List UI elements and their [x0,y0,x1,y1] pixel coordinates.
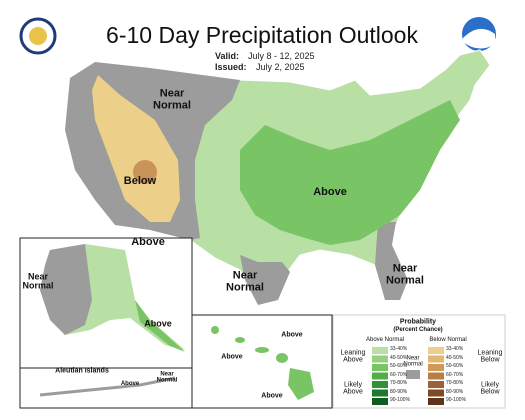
above-range: 80-90% [390,388,408,395]
kauai [211,326,219,334]
likely-above: Likely Above [343,381,363,396]
noaa-wave [463,28,495,49]
below-range: 40-50% [446,354,464,361]
above-swatch [372,364,388,371]
alaska-near-normal [40,244,92,335]
alaska-label: Above [144,318,172,329]
below-swatch [428,355,444,363]
below-range: 70-80% [446,380,464,386]
aleutian-chain [39,376,176,397]
above-range: 70-80% [390,380,408,386]
below-range: 60-70% [446,371,464,378]
leaning-below: Leaning Below [477,349,503,364]
below-range: 33-40% [446,346,464,352]
valid-label: Valid: [215,51,240,61]
map-label: Near Normal [226,269,264,293]
issued-label: Issued: [215,62,247,72]
hawaii-label: Above [221,353,243,361]
hawaii-islands [211,326,314,400]
above-header: Above Normal [365,336,405,343]
maui [276,353,288,363]
below-core [133,160,157,184]
below-swatch [428,364,444,371]
above-range: 40-50% [390,354,408,361]
alaska-label: Near Normal [22,271,54,291]
above-swatch [372,398,388,405]
below-swatch [428,347,444,354]
map-label: Above [313,186,347,199]
alaska-panhandle [135,300,185,352]
above-swatch [372,347,388,354]
map-label: Below [123,175,157,188]
florida-near-normal [375,222,408,300]
aleutian-label: Near Normal [156,371,178,384]
issued: July 2, 2025 [256,62,305,72]
likely-below: Likely Below [480,381,500,396]
valid: July 8 - 12, 2025 [248,51,315,61]
hawaii-label: Above [281,331,303,339]
above-range: 90-100% [390,397,411,403]
near-normal-swatch [406,370,420,379]
hawaii-label: Above [261,392,283,400]
leaning-above: Leaning Above [340,349,366,364]
below-range: 50-60% [446,363,464,369]
below-range: 90-100% [446,397,467,403]
doc-seal-center [29,27,47,45]
above-swatch [372,372,388,380]
legend-swatches [372,347,444,405]
map-label: Near Normal [153,87,191,111]
oahu [235,337,245,343]
below-range: 80-90% [446,388,464,395]
aleutian-inset [19,367,193,409]
above-range: 50-60% [390,363,408,369]
below-swatch [428,389,444,397]
above-range: 60-70% [390,371,408,378]
below-header: Below Normal [429,336,467,343]
below-swatch [428,372,444,380]
below-swatch [428,381,444,388]
texas-near-normal [240,255,290,305]
above-swatch [372,389,388,397]
aleutian-title: Aleutian Islands [55,367,109,375]
legend-box [332,314,506,409]
below-swatch [428,398,444,405]
molokai [255,347,269,353]
below-region [92,75,180,222]
above-swatch [372,381,388,388]
big-island [288,368,314,400]
conus-above-core [240,100,460,245]
map-label: Near Normal [386,262,424,286]
legend-title: Probability [399,318,437,326]
title: 6-10 Day Precipitation Outlook [106,21,418,48]
aleutian-label: Above [120,380,140,387]
above-range: 33-40% [390,346,408,352]
map-label: Above [131,236,165,249]
legend-subtitle: (Percent Chance) [393,326,443,333]
near-normal: Near Normal [403,355,423,368]
above-swatch [372,355,388,363]
